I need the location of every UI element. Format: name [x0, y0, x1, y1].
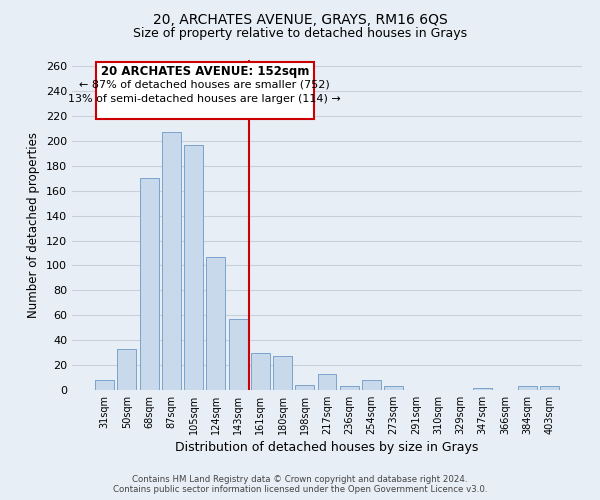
Bar [251, 352, 270, 390]
Bar [362, 380, 381, 390]
Text: Size of property relative to detached houses in Grays: Size of property relative to detached ho… [133, 28, 467, 40]
Text: Contains HM Land Registry data © Crown copyright and database right 2024.: Contains HM Land Registry data © Crown c… [132, 475, 468, 484]
Bar [540, 386, 559, 390]
Bar [295, 385, 314, 390]
Bar [95, 380, 114, 390]
Bar [518, 386, 536, 390]
Bar [317, 374, 337, 390]
Bar [140, 178, 158, 390]
Bar [206, 257, 225, 390]
Bar [273, 356, 292, 390]
Bar [184, 144, 203, 390]
Y-axis label: Number of detached properties: Number of detached properties [28, 132, 40, 318]
Bar [340, 386, 359, 390]
Text: 13% of semi-detached houses are larger (114) →: 13% of semi-detached houses are larger (… [68, 94, 341, 104]
Text: 20, ARCHATES AVENUE, GRAYS, RM16 6QS: 20, ARCHATES AVENUE, GRAYS, RM16 6QS [152, 12, 448, 26]
FancyBboxPatch shape [96, 62, 314, 118]
Bar [229, 319, 248, 390]
Text: ← 87% of detached houses are smaller (752): ← 87% of detached houses are smaller (75… [79, 80, 330, 90]
Bar [118, 349, 136, 390]
Bar [384, 386, 403, 390]
Text: 20 ARCHATES AVENUE: 152sqm: 20 ARCHATES AVENUE: 152sqm [101, 65, 309, 78]
Bar [473, 388, 492, 390]
Bar [162, 132, 181, 390]
Text: Contains public sector information licensed under the Open Government Licence v3: Contains public sector information licen… [113, 485, 487, 494]
X-axis label: Distribution of detached houses by size in Grays: Distribution of detached houses by size … [175, 441, 479, 454]
